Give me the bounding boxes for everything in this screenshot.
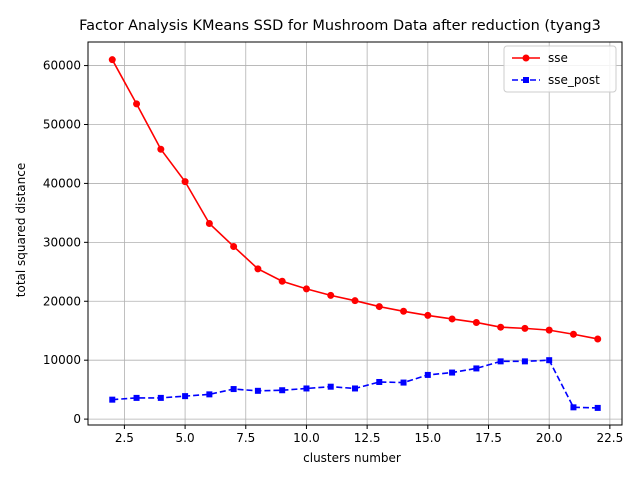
data-point-sse <box>230 242 238 250</box>
data-point-sse_post <box>133 394 140 401</box>
axes: 2.5 5.0 7.5 10.0 12.5 15.0 17.5 20.0 22.5 0 10000 2… <box>43 59 623 445</box>
data-point-sse <box>254 265 262 273</box>
data-point-sse <box>108 56 116 64</box>
data-point-sse <box>205 219 213 227</box>
data-point-sse_post <box>230 386 237 393</box>
x-tick-label: 22.5 <box>597 431 624 445</box>
data-point-sse_post <box>473 365 480 372</box>
x-tick-label: 7.5 <box>236 431 255 445</box>
x-tick-label: 20.0 <box>536 431 563 445</box>
legend: sse sse_post <box>503 45 617 93</box>
data-point-sse <box>278 277 286 285</box>
data-point-sse_post <box>400 379 407 386</box>
data-point-sse <box>424 311 432 319</box>
y-tick-label: 60000 <box>43 59 81 73</box>
data-point-sse <box>351 297 359 305</box>
data-point-sse <box>521 324 529 332</box>
x-tick-label: 12.5 <box>354 431 381 445</box>
plot-frame <box>87 41 623 426</box>
data-point-sse_post <box>594 404 601 411</box>
y-axis-label: total squared distance <box>14 163 28 297</box>
chart-title: Factor Analysis KMeans SSD for Mushroom … <box>79 18 601 34</box>
x-tick-label: 17.5 <box>475 431 502 445</box>
legend-marker-sse <box>522 54 530 62</box>
y-tick-label: 20000 <box>43 294 81 308</box>
x-tick-label: 15.0 <box>414 431 441 445</box>
data-point-sse_post <box>327 383 334 390</box>
y-tick-label: 50000 <box>43 117 81 131</box>
y-tick-label: 0 <box>73 412 81 426</box>
data-point-sse_post <box>254 387 261 394</box>
data-point-sse <box>181 178 189 186</box>
y-tick-label: 10000 <box>43 353 81 367</box>
data-point-sse <box>133 100 141 108</box>
x-tick-label: 5.0 <box>176 431 195 445</box>
y-tick-label: 40000 <box>43 176 81 190</box>
legend-marker-sse_post <box>523 77 529 83</box>
data-point-sse_post <box>279 387 286 394</box>
data-point-sse_post <box>570 404 577 411</box>
x-axis-label: clusters number <box>303 451 401 465</box>
data-point-sse_post <box>497 358 504 365</box>
data-point-sse_post <box>546 357 553 364</box>
x-tick-label: 2.5 <box>115 431 134 445</box>
data-point-sse <box>302 285 310 293</box>
data-point-sse <box>327 291 335 299</box>
data-point-sse <box>594 335 602 343</box>
data-point-sse <box>472 318 480 326</box>
data-point-sse_post <box>303 385 310 392</box>
data-point-sse <box>375 303 383 311</box>
data-point-sse_post <box>109 396 116 403</box>
data-point-sse_post <box>182 393 189 400</box>
data-point-sse <box>569 330 577 338</box>
data-point-sse <box>400 307 408 315</box>
data-point-sse <box>157 145 165 153</box>
grid <box>88 42 622 425</box>
data-point-sse_post <box>157 394 164 401</box>
data-point-sse_post <box>521 358 528 365</box>
data-point-sse_post <box>424 371 431 378</box>
data-point-sse <box>448 315 456 323</box>
series-layer <box>108 56 602 411</box>
legend-label-sse: sse <box>548 51 568 65</box>
data-point-sse_post <box>449 369 456 376</box>
data-point-sse <box>545 326 553 334</box>
legend-label-sse_post: sse_post <box>548 73 600 87</box>
data-point-sse_post <box>376 378 383 385</box>
y-tick-label: 30000 <box>43 235 81 249</box>
x-tick-label: 10.0 <box>293 431 320 445</box>
data-point-sse_post <box>206 391 213 398</box>
data-point-sse <box>497 323 505 331</box>
data-point-sse_post <box>352 385 358 392</box>
